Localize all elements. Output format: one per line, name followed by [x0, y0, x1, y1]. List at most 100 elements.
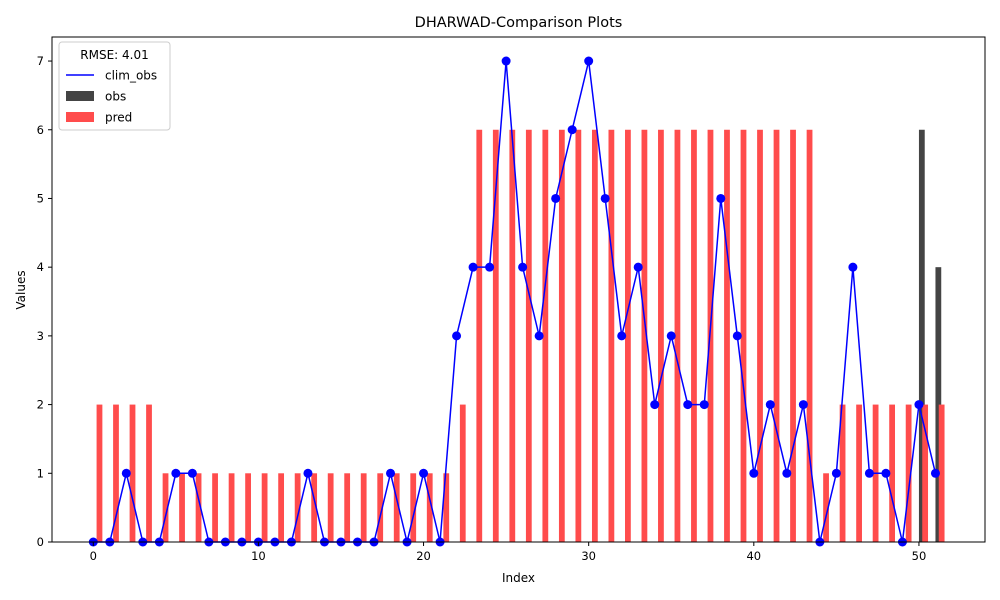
pred-bar — [129, 404, 136, 542]
pred-bar — [740, 129, 747, 542]
clim-obs-point — [930, 468, 940, 478]
clim-obs-point — [121, 468, 131, 478]
clim-obs-point — [848, 262, 858, 272]
x-tick-label: 50 — [912, 549, 927, 563]
clim-obs-point — [831, 468, 841, 478]
x-tick-label: 0 — [90, 549, 97, 563]
pred-bar — [625, 129, 631, 542]
clim-obs-point — [485, 262, 495, 272]
pred-bar — [542, 129, 549, 542]
pred-bar — [146, 404, 152, 542]
y-axis-label: Values — [14, 270, 28, 309]
clim-obs-point — [749, 468, 759, 478]
pred-bar — [327, 473, 334, 542]
x-tick-label: 30 — [581, 549, 596, 563]
pred-bar — [757, 129, 763, 542]
pred-bar — [278, 473, 285, 542]
y-tick-label: 7 — [37, 54, 44, 68]
clim-obs-point — [187, 468, 197, 478]
pred-bar — [773, 129, 780, 542]
legend-swatch-obs — [66, 91, 94, 101]
clim-obs-point — [881, 468, 891, 478]
pred-bar — [212, 473, 218, 542]
clim-obs-point — [732, 331, 742, 341]
pred-bar — [608, 129, 615, 542]
pred-bar — [674, 129, 681, 542]
clim-obs-point — [666, 331, 676, 341]
clim-obs-point — [914, 400, 924, 410]
y-tick-label: 2 — [37, 398, 44, 412]
pred-bar — [195, 473, 202, 542]
pred-bar — [658, 129, 664, 542]
y-tick-label: 5 — [37, 191, 44, 205]
pred-bar — [558, 129, 565, 542]
clim-obs-point — [765, 400, 775, 410]
plot-area — [88, 56, 945, 547]
legend-title: RMSE: 4.01 — [80, 48, 148, 62]
clim-obs-point — [534, 331, 544, 341]
pred-bar — [377, 473, 384, 542]
pred-bar — [724, 129, 730, 542]
pred-bar — [179, 473, 185, 542]
clim-obs-point — [683, 400, 693, 410]
clim-obs-point — [171, 468, 181, 478]
pred-bar — [525, 129, 532, 542]
legend-label-pred: pred — [105, 111, 132, 125]
pred-bar — [311, 473, 318, 542]
clim-obs-point — [864, 468, 874, 478]
pred-bar — [790, 129, 796, 542]
pred-bar — [245, 473, 251, 542]
chart-title: DHARWAD-Comparison Plots — [415, 15, 623, 31]
x-tick-label: 10 — [251, 549, 266, 563]
clim-obs-point — [650, 400, 660, 410]
pred-bar — [575, 129, 582, 542]
x-axis-label: Index — [502, 571, 535, 585]
pred-bar — [492, 129, 499, 542]
x-tick-label: 40 — [746, 549, 761, 563]
pred-bar — [410, 473, 417, 542]
pred-bar — [426, 473, 433, 542]
pred-bar — [360, 473, 367, 542]
clim-obs-point — [518, 262, 528, 272]
pred-bar — [823, 473, 829, 542]
clim-obs-point — [452, 331, 462, 341]
pred-bar — [476, 129, 483, 542]
plot-frame — [51, 36, 986, 543]
pred-bar — [96, 404, 103, 542]
pred-bar — [641, 129, 648, 542]
pred-bar — [938, 404, 945, 542]
pred-bar — [459, 404, 466, 542]
clim-obs-point — [782, 468, 792, 478]
pred-bar — [905, 404, 912, 542]
clim-obs-point — [716, 193, 726, 203]
clim-obs-point — [584, 56, 594, 66]
pred-bar — [443, 473, 450, 542]
pred-bar — [393, 473, 400, 542]
clim-obs-point — [617, 331, 627, 341]
y-tick-label: 1 — [37, 466, 44, 480]
clim-obs-point — [567, 125, 577, 135]
legend-box — [58, 41, 171, 131]
legend-label-obs: obs — [105, 90, 126, 104]
legend-swatch-pred — [66, 112, 94, 122]
pred-bar — [113, 404, 119, 542]
y-axis-ticks: 0 1 2 3 4 5 6 7 — [37, 54, 52, 549]
x-axis-ticks: 0 10 20 30 40 50 — [90, 542, 927, 563]
clim-obs-point — [419, 468, 429, 478]
clim-obs-point — [633, 262, 643, 272]
y-tick-label: 4 — [37, 260, 44, 274]
pred-bar — [856, 404, 862, 542]
pred-bar — [228, 473, 235, 542]
pred-bar — [691, 129, 697, 542]
y-tick-label: 3 — [37, 329, 44, 343]
clim-obs-point — [501, 56, 511, 66]
pred-bar — [344, 473, 351, 542]
clim-obs-point — [303, 468, 313, 478]
pred-bar — [922, 404, 929, 542]
pred-bar — [806, 129, 813, 542]
x-tick-label: 20 — [416, 549, 431, 563]
legend-label-clim-obs: clim_obs — [105, 69, 157, 83]
pred-bar — [839, 404, 846, 542]
clim-obs-point — [798, 400, 808, 410]
